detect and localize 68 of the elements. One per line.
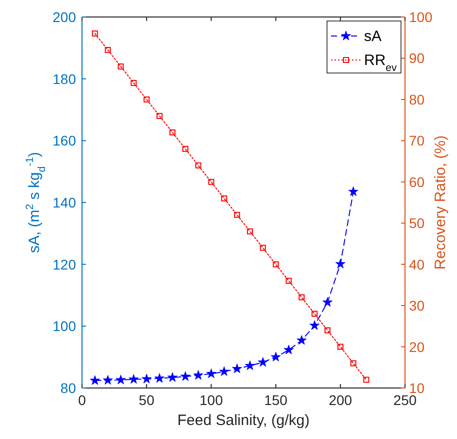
point <box>286 278 292 284</box>
point <box>312 310 318 317</box>
point <box>258 357 268 367</box>
x-axis-title: Feed Salinity, (g/kg) <box>177 412 310 429</box>
y-tick-label: 100 <box>52 318 76 334</box>
point <box>324 327 330 334</box>
y-tick-label: 120 <box>52 256 76 272</box>
point <box>142 374 152 384</box>
point <box>298 294 305 300</box>
point <box>102 375 113 385</box>
y2-tick-label: 30 <box>409 298 425 314</box>
point <box>348 186 358 196</box>
y-tick-label: 140 <box>52 194 76 210</box>
y-tick-label: 200 <box>52 9 76 25</box>
point <box>154 373 165 383</box>
point <box>260 244 266 251</box>
point <box>363 376 370 383</box>
y2-tick-label: 20 <box>409 338 425 355</box>
point <box>144 96 150 102</box>
point <box>182 146 188 152</box>
legend-label: RR$_{ev}$ <box>364 52 398 74</box>
point <box>180 371 190 381</box>
point <box>232 364 242 374</box>
point <box>270 352 281 362</box>
y2-tick-label: 70 <box>409 132 425 149</box>
x-tick-label: 0 <box>78 392 86 408</box>
y2-tick-label: 80 <box>409 91 425 108</box>
y-tick-label: 180 <box>52 70 76 87</box>
legend-label: sA <box>364 28 382 45</box>
x-tick-label: 200 <box>328 392 352 408</box>
y-tick-label: 80 <box>60 380 76 396</box>
point <box>116 374 126 384</box>
point <box>234 212 240 218</box>
point <box>244 360 255 370</box>
y2-tick-label: 40 <box>409 256 425 272</box>
point <box>156 112 163 119</box>
point <box>195 162 202 168</box>
point <box>118 63 124 70</box>
point <box>104 46 111 53</box>
point <box>219 366 230 376</box>
y2-tick-label: 100 <box>409 9 433 25</box>
point <box>337 344 344 350</box>
y2-tick-label: 50 <box>409 215 425 232</box>
point <box>335 258 346 268</box>
point <box>310 320 320 330</box>
point <box>90 375 100 385</box>
x-tick-label: 50 <box>138 392 155 408</box>
point <box>208 178 214 185</box>
point <box>130 80 137 86</box>
point <box>272 261 279 268</box>
point <box>206 368 216 378</box>
point <box>221 195 228 202</box>
point <box>350 360 356 366</box>
point <box>92 30 98 36</box>
point <box>322 297 332 307</box>
point <box>128 374 139 384</box>
point <box>193 370 204 380</box>
y2-tick-label: 90 <box>409 50 425 66</box>
point <box>167 372 178 382</box>
point <box>246 228 253 234</box>
y-tick-label: 160 <box>52 132 76 149</box>
point <box>284 344 294 354</box>
y2-axis-title: Recovery Ratio, (%) <box>432 135 449 270</box>
point <box>169 129 176 136</box>
x-tick-label: 150 <box>264 392 288 408</box>
y2-tick-label: 60 <box>409 174 425 190</box>
x-tick-label: 100 <box>200 392 224 408</box>
point <box>296 335 307 345</box>
